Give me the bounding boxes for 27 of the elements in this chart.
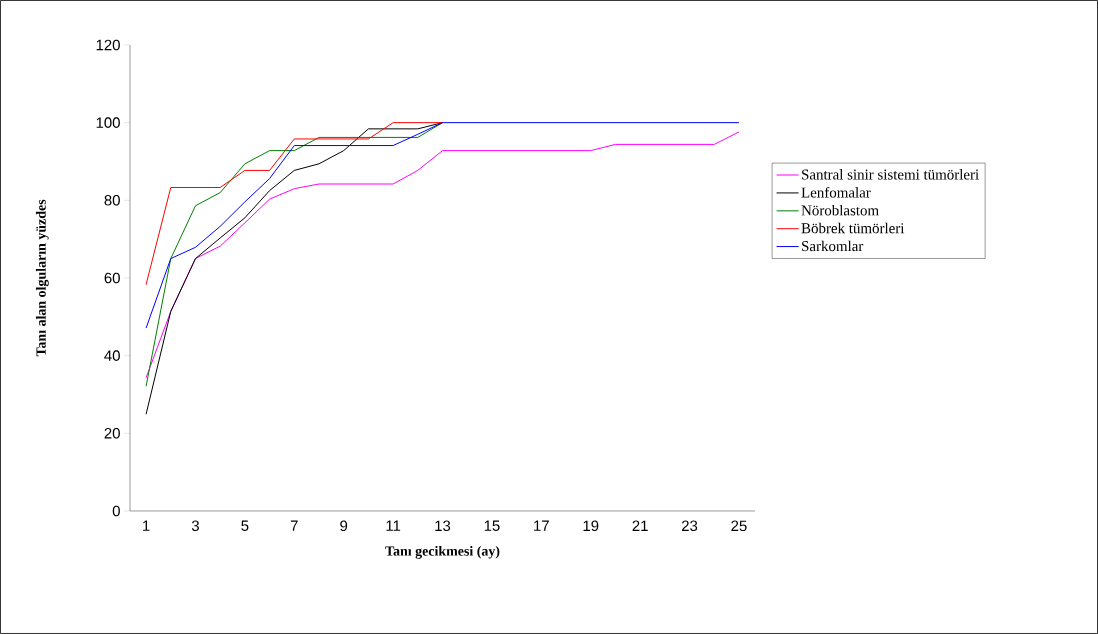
x-axis-title: Tanı gecikmesi (ay) [385,545,500,559]
x-tick-label: 13 [435,520,451,532]
x-tick-label: 7 [290,520,298,531]
x-tick-label: 9 [340,520,348,532]
legend-label: Nöroblastom [801,204,879,216]
x-tick-label: 3 [191,520,199,532]
y-tick-label: 100 [96,117,120,128]
legend-label: Lenfomalar [801,186,871,198]
x-tick-label: 17 [534,520,549,531]
y-axis-title: Tanı alan olguların yüzdes [35,199,49,357]
x-tick-label: 21 [632,520,648,531]
y-tick-label: 120 [96,39,120,51]
x-tick-label: 23 [681,520,698,532]
x-tick-label: 19 [583,520,599,532]
x-tick-label: 1 [143,520,150,531]
y-tick-label: 0 [112,505,120,517]
y-tick-label: 20 [104,428,120,439]
x-tick-label: 5 [241,520,249,531]
y-tick-label: 80 [104,195,120,206]
legend-label: Böbrek tümörleri [801,222,905,234]
legend-label: Sarkomlar [802,240,864,252]
legend-label: Santral sinir sistemi tümörleri [802,169,979,180]
y-tick-label: 40 [104,350,120,361]
x-tick-label: 25 [731,520,747,532]
y-tick-label: 60 [104,272,120,284]
x-tick-label: 11 [386,520,401,531]
x-tick-label: 15 [484,520,500,531]
